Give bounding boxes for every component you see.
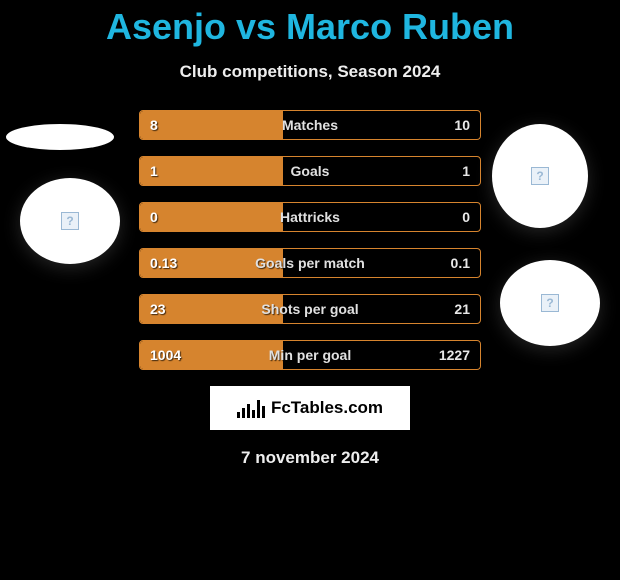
placeholder-icon: ? [61, 212, 79, 230]
bar-label: Hattricks [280, 203, 340, 231]
bar-fill [140, 203, 283, 231]
bar-left-value: 1 [150, 157, 158, 185]
bar-left-value: 0 [150, 203, 158, 231]
bar-label: Matches [282, 111, 338, 139]
bar-right-value: 0.1 [451, 249, 470, 277]
placeholder-icon: ? [531, 167, 549, 185]
bar-fill [140, 111, 283, 139]
bar-label: Goals per match [255, 249, 365, 277]
brand-text: FcTables.com [271, 398, 383, 418]
footer-date: 7 november 2024 [0, 448, 620, 468]
subtitle: Club competitions, Season 2024 [0, 62, 620, 82]
bar-right-value: 1227 [439, 341, 470, 369]
bar-label: Shots per goal [261, 295, 358, 323]
brand-badge: FcTables.com [210, 386, 410, 430]
bar-row: 0 Hattricks 0 [139, 202, 481, 232]
decor-ellipse [6, 124, 114, 150]
placeholder-icon: ? [541, 294, 559, 312]
bar-left-value: 1004 [150, 341, 181, 369]
page-title: Asenjo vs Marco Ruben [0, 0, 620, 48]
decor-ellipse: ? [492, 124, 588, 228]
bar-row: 1 Goals 1 [139, 156, 481, 186]
bar-row: 8 Matches 10 [139, 110, 481, 140]
bar-left-value: 23 [150, 295, 166, 323]
bar-right-value: 1 [462, 157, 470, 185]
bar-row: 23 Shots per goal 21 [139, 294, 481, 324]
bar-left-value: 0.13 [150, 249, 177, 277]
bar-right-value: 21 [454, 295, 470, 323]
bar-left-value: 8 [150, 111, 158, 139]
bar-label: Min per goal [269, 341, 351, 369]
bar-row: 0.13 Goals per match 0.1 [139, 248, 481, 278]
bar-fill [140, 157, 283, 185]
bar-label: Goals [291, 157, 330, 185]
decor-ellipse: ? [500, 260, 600, 346]
decor-ellipse: ? [20, 178, 120, 264]
brand-bars-icon [237, 398, 265, 418]
bar-right-value: 10 [454, 111, 470, 139]
bar-row: 1004 Min per goal 1227 [139, 340, 481, 370]
bar-right-value: 0 [462, 203, 470, 231]
comparison-bars: 8Matches101Goals10Hattricks00.13Goals pe… [139, 110, 481, 370]
